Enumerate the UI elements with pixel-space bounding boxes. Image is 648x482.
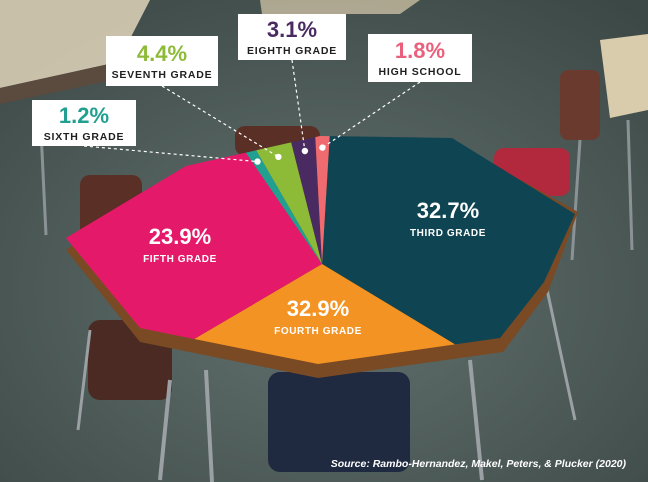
callout-pct: 4.4% [136, 41, 188, 66]
slice-label-pct: 32.9% [287, 296, 349, 321]
callout-name: HIGH SCHOOL [378, 66, 462, 78]
leader-line [322, 81, 421, 149]
leader-dot [254, 158, 261, 165]
slice-fourth-grade [194, 264, 455, 364]
callout-leaders [83, 59, 421, 165]
slice-fifth-grade [66, 152, 322, 339]
callout-eighth-grade: 3.1% EIGHTH GRADE [238, 14, 346, 60]
callout-pct: 1.8% [394, 38, 446, 63]
callout-seventh-grade: 4.4% SEVENTH GRADE [106, 36, 218, 86]
leader-dot [319, 144, 326, 151]
leader-dot [301, 147, 309, 155]
slice-eighth-grade [291, 137, 322, 264]
callout-high-school: 1.8% HIGH SCHOOL [368, 34, 472, 82]
slice-high-school [315, 136, 330, 264]
leader-line [83, 145, 258, 163]
slice-label-name: THIRD GRADE [410, 228, 486, 239]
source-note: Source: Rambo-Hernandez, Makel, Peters, … [330, 458, 626, 470]
slice-third-grade [322, 136, 575, 345]
slice-label-name: FOURTH GRADE [274, 326, 362, 337]
pie-slices [66, 136, 575, 364]
callout-sixth-grade: 1.2% SIXTH GRADE [32, 100, 136, 146]
slice-label-pct: 32.7% [417, 198, 479, 223]
slice-seventh-grade [256, 142, 322, 264]
slice-label-name: FIFTH GRADE [143, 254, 217, 265]
callout-pct: 1.2% [58, 103, 110, 128]
callout-name: SEVENTH GRADE [111, 69, 213, 81]
callout-name: SIXTH GRADE [43, 131, 125, 143]
leader-dot [275, 153, 282, 161]
callout-name: EIGHTH GRADE [246, 45, 338, 57]
slice-sixth-grade [245, 150, 322, 264]
slice-labels: 32.7% THIRD GRADE 32.9% FOURTH GRADE 23.9% FI… [143, 198, 486, 337]
callout-pct: 3.1% [266, 17, 318, 42]
slice-label-pct: 23.9% [149, 224, 211, 249]
leader-line [161, 85, 279, 158]
